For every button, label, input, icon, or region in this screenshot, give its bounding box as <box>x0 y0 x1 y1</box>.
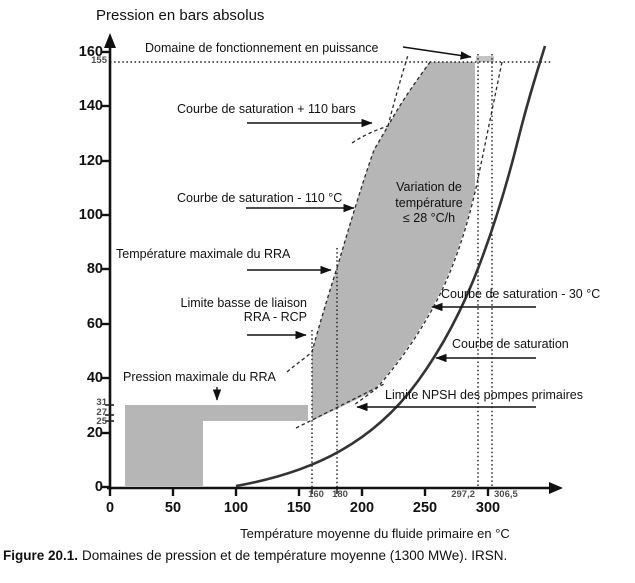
y-tick-20: 20 <box>86 424 103 441</box>
x-minor-180: 180 <box>332 489 348 500</box>
x-minor-297: 297,2 <box>451 489 475 500</box>
annotation-saturation-plus-110bars: Courbe de saturation + 110 bars <box>177 102 356 116</box>
x-tick-50: 50 <box>164 500 182 516</box>
x-tick-250: 250 <box>412 500 438 516</box>
y-tick-80: 80 <box>86 260 103 277</box>
y-axis-ticks <box>101 50 110 489</box>
operating-domain-region <box>312 62 475 421</box>
x-minor-306: 306,5 <box>494 489 518 500</box>
figure-caption-number: Figure 20.1. <box>3 548 79 563</box>
annotation-saturation-curve: Courbe de saturation <box>452 337 569 351</box>
y-tick-160: 160 <box>78 43 103 60</box>
annotation-temp-max-rra: Température maximale du RRA <box>116 247 291 261</box>
y-axis-arrowhead <box>104 33 116 48</box>
annotation-power-domain: Domaine de fonctionnement en puissance <box>145 41 379 55</box>
annotation-limite-basse-rra-rcp: Limite basse de liaison RRA - RCP <box>180 296 307 324</box>
rra-domain-region <box>125 405 308 486</box>
y-minor-31: 31 <box>96 396 107 408</box>
y-tick-140: 140 <box>78 97 103 114</box>
arrow-power-domain <box>402 46 472 60</box>
curve-saturation-minus-30c <box>353 61 503 406</box>
x-tick-200: 200 <box>349 500 375 516</box>
y-tick-120: 120 <box>78 152 103 169</box>
annotation-saturation-minus-30c: Courbe de saturation - 30 °C <box>441 287 601 301</box>
power-operation-band <box>476 56 494 62</box>
x-axis-arrowhead <box>549 482 563 494</box>
x-minor-160: 160 <box>308 489 324 500</box>
x-tick-150: 150 <box>286 500 312 516</box>
npsh-limit-line <box>295 383 385 429</box>
annotation-saturation-minus-110c: Courbe de saturation - 110 °C <box>177 191 343 205</box>
x-axis-label: Température moyenne du fluide primaire e… <box>240 526 510 541</box>
annotation-npsh-limit: Limite NPSH des pompes primaires <box>385 388 583 402</box>
y-tick-40: 40 <box>86 369 103 386</box>
x-tick-0: 0 <box>105 500 115 516</box>
curve-saturation-plus-110bars <box>351 61 431 144</box>
y-tick-60: 60 <box>86 315 103 332</box>
chart-title: Pression en bars absolus <box>96 7 265 24</box>
y-minor-25: 25 <box>96 415 107 427</box>
y-tick-0: 0 <box>94 478 103 495</box>
minor-ticks <box>105 404 338 494</box>
x-tick-100: 100 <box>223 500 249 516</box>
saturation-curve <box>235 45 547 488</box>
y-tick-100: 100 <box>78 206 103 223</box>
figure-caption-text: Domaines de pression et de température m… <box>82 548 508 563</box>
annotation-variation-temperature: Variation de température ≤ 28 °C/h <box>395 180 463 225</box>
figure-caption: Figure 20.1. Domaines de pression et de t… <box>3 548 507 563</box>
y-minor-27: 27 <box>96 406 107 418</box>
x-tick-300: 300 <box>475 500 501 516</box>
y-minor-155: 155 <box>91 55 107 66</box>
annotation-pression-max-rra: Pression maximale du RRA <box>123 370 276 384</box>
x-axis-ticks <box>108 489 490 496</box>
curve-saturation-minus-110c <box>286 54 409 373</box>
